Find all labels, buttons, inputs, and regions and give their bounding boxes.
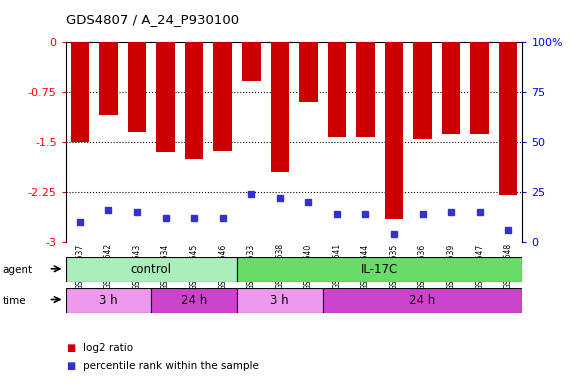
Text: 3 h: 3 h <box>271 294 289 307</box>
Bar <box>242 42 260 81</box>
Text: ■: ■ <box>66 343 75 353</box>
Bar <box>323 288 522 313</box>
Text: GDS4807 / A_24_P930100: GDS4807 / A_24_P930100 <box>66 13 239 26</box>
Bar <box>128 42 146 132</box>
Text: time: time <box>3 296 26 306</box>
Text: log2 ratio: log2 ratio <box>83 343 133 353</box>
Text: ■: ■ <box>66 361 75 371</box>
Bar <box>328 42 346 137</box>
Text: 24 h: 24 h <box>409 294 436 307</box>
Text: 3 h: 3 h <box>99 294 118 307</box>
Bar <box>66 257 237 282</box>
Text: 24 h: 24 h <box>181 294 207 307</box>
Bar <box>471 42 489 134</box>
Bar <box>237 257 522 282</box>
Bar <box>214 42 232 151</box>
Text: percentile rank within the sample: percentile rank within the sample <box>83 361 259 371</box>
Bar <box>271 42 289 172</box>
Bar <box>413 42 432 139</box>
Bar <box>237 288 323 313</box>
Bar <box>299 42 317 102</box>
Bar <box>356 42 375 137</box>
Bar <box>185 42 203 159</box>
Bar <box>385 42 403 218</box>
Bar <box>99 42 118 116</box>
Text: control: control <box>131 263 172 276</box>
Bar <box>66 288 151 313</box>
Bar <box>442 42 460 134</box>
Bar <box>499 42 517 195</box>
Bar <box>71 42 89 142</box>
Text: IL-17C: IL-17C <box>361 263 399 276</box>
Text: agent: agent <box>3 265 33 275</box>
Bar <box>151 288 237 313</box>
Bar <box>156 42 175 152</box>
